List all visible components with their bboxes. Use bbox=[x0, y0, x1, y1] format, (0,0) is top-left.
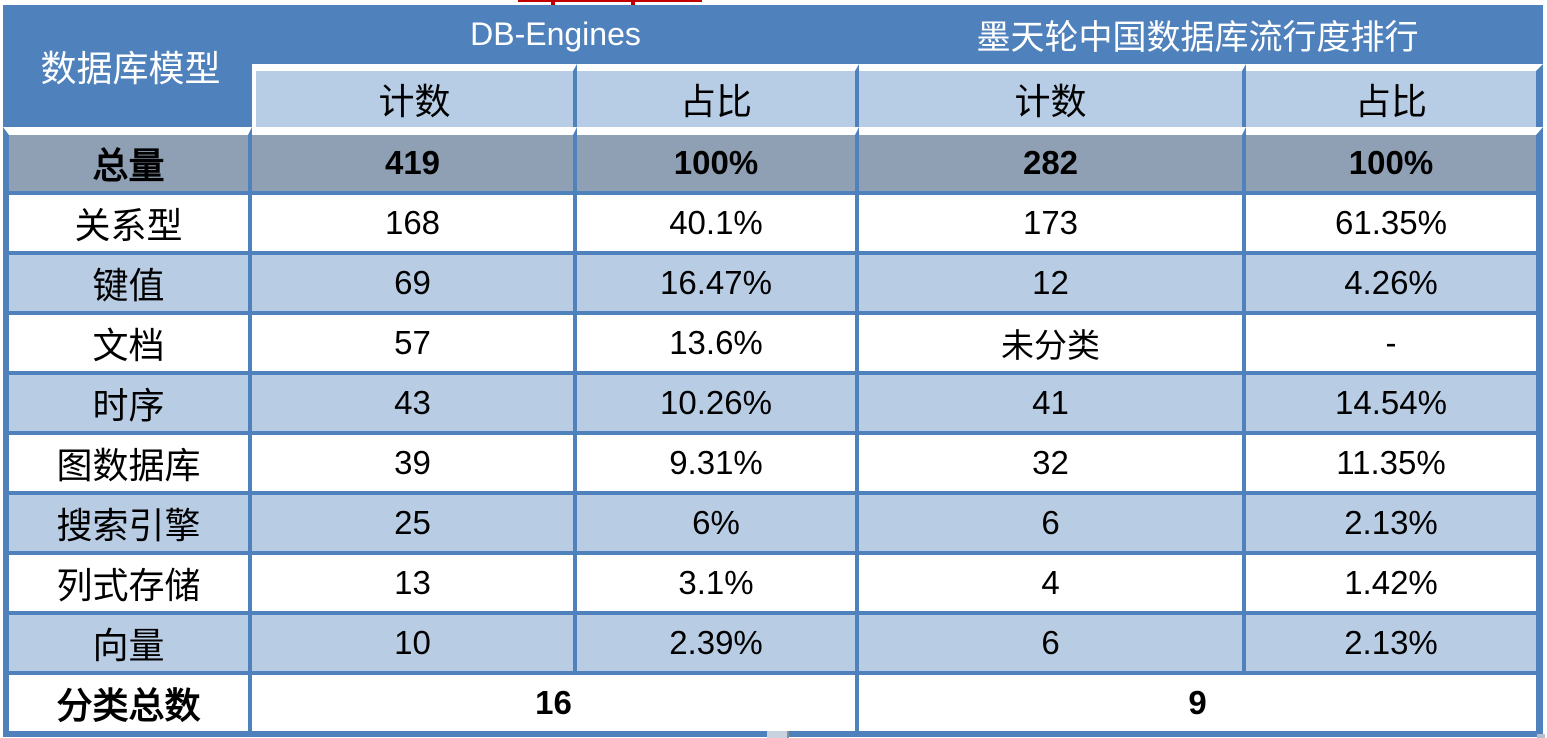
cell-value: 41 bbox=[859, 375, 1246, 435]
cell-value: 13.6% bbox=[577, 315, 859, 375]
cell-value: 4.26% bbox=[1246, 255, 1543, 315]
row-label: 文档 bbox=[3, 315, 252, 375]
table-row: 图数据库 39 9.31% 32 11.35% bbox=[3, 435, 1543, 495]
cell-value: 16.47% bbox=[577, 255, 859, 315]
cell-value: 32 bbox=[859, 435, 1246, 495]
cell-value: 13 bbox=[252, 555, 577, 615]
sub-header-row: 计数 占比 计数 占比 bbox=[3, 64, 1543, 127]
cell-value: 39 bbox=[252, 435, 577, 495]
row-label: 分类总数 bbox=[3, 675, 252, 737]
cell-value: 6 bbox=[859, 495, 1246, 555]
group-header-db-engines: DB-Engines bbox=[252, 5, 859, 64]
cell-modb-category-total: 9 bbox=[859, 675, 1543, 737]
row-label: 向量 bbox=[3, 615, 252, 675]
database-model-comparison-table: 数据库模型 DB-Engines 墨天轮中国数据库流行度排行 计数 占比 计数 … bbox=[3, 5, 1543, 737]
cell-value: 2.13% bbox=[1246, 615, 1543, 675]
cell-value: 43 bbox=[252, 375, 577, 435]
subheader-db-count: 计数 bbox=[252, 64, 577, 127]
row-label: 时序 bbox=[3, 375, 252, 435]
table-row: 键值 69 16.47% 12 4.26% bbox=[3, 255, 1543, 315]
cell-value: 12 bbox=[859, 255, 1246, 315]
row-label: 图数据库 bbox=[3, 435, 252, 495]
subheader-modb-count: 计数 bbox=[859, 64, 1246, 127]
cell-value: 10 bbox=[252, 615, 577, 675]
row-label: 总量 bbox=[3, 127, 252, 195]
cell-value: 40.1% bbox=[577, 195, 859, 255]
cell-value: 69 bbox=[252, 255, 577, 315]
cropped-red-text-fragment bbox=[631, 2, 635, 7]
cell-value: 2.13% bbox=[1246, 495, 1543, 555]
table-row: 搜索引擎 25 6% 6 2.13% bbox=[3, 495, 1543, 555]
row-label: 关系型 bbox=[3, 195, 252, 255]
subheader-modb-share: 占比 bbox=[1246, 64, 1543, 127]
cropped-red-underline-fragment bbox=[518, 0, 702, 2]
row-label: 键值 bbox=[3, 255, 252, 315]
table-row: 向量 10 2.39% 6 2.13% bbox=[3, 615, 1543, 675]
cell-value: 11.35% bbox=[1246, 435, 1543, 495]
cell-value: 6 bbox=[859, 615, 1246, 675]
cell-value: 9.31% bbox=[577, 435, 859, 495]
cell-value: 4 bbox=[859, 555, 1246, 615]
row-label: 列式存储 bbox=[3, 555, 252, 615]
table-row-total: 总量 419 100% 282 100% bbox=[3, 127, 1543, 195]
header-group-row: 数据库模型 DB-Engines 墨天轮中国数据库流行度排行 bbox=[3, 5, 1543, 127]
group-header-modb-ranking: 墨天轮中国数据库流行度排行 bbox=[859, 5, 1543, 64]
table-row: 文档 57 13.6% 未分类 - bbox=[3, 315, 1543, 375]
row-label: 搜索引擎 bbox=[3, 495, 252, 555]
table-row-category-totals: 分类总数 16 9 bbox=[3, 675, 1543, 737]
table-row: 时序 43 10.26% 41 14.54% bbox=[3, 375, 1543, 435]
cell-value: 61.35% bbox=[1246, 195, 1543, 255]
cell-value: 57 bbox=[252, 315, 577, 375]
subheader-db-share: 占比 bbox=[577, 64, 859, 127]
corner-header-database-model: 数据库模型 bbox=[3, 5, 252, 127]
cell-value: 2.39% bbox=[577, 615, 859, 675]
cell-value: 100% bbox=[1246, 127, 1543, 195]
cell-value: 1.42% bbox=[1246, 555, 1543, 615]
cell-value: 10.26% bbox=[577, 375, 859, 435]
cell-value: 25 bbox=[252, 495, 577, 555]
cropped-bottom-content-fragment bbox=[1537, 734, 1545, 738]
cell-value: 3.1% bbox=[577, 555, 859, 615]
table-row: 列式存储 13 3.1% 4 1.42% bbox=[3, 555, 1543, 615]
cell-value: 100% bbox=[577, 127, 859, 195]
cell-value: 14.54% bbox=[1246, 375, 1543, 435]
cell-value: 6% bbox=[577, 495, 859, 555]
cropped-red-text-fragment bbox=[551, 2, 555, 7]
cell-value: 173 bbox=[859, 195, 1246, 255]
cropped-bottom-content-fragment bbox=[767, 731, 789, 738]
table-row: 关系型 168 40.1% 173 61.35% bbox=[3, 195, 1543, 255]
cell-value: 未分类 bbox=[859, 315, 1246, 375]
cell-value: 419 bbox=[252, 127, 577, 195]
cell-value: - bbox=[1246, 315, 1543, 375]
cell-value: 168 bbox=[252, 195, 577, 255]
cell-value: 282 bbox=[859, 127, 1246, 195]
cell-db-engines-category-total: 16 bbox=[252, 675, 859, 737]
